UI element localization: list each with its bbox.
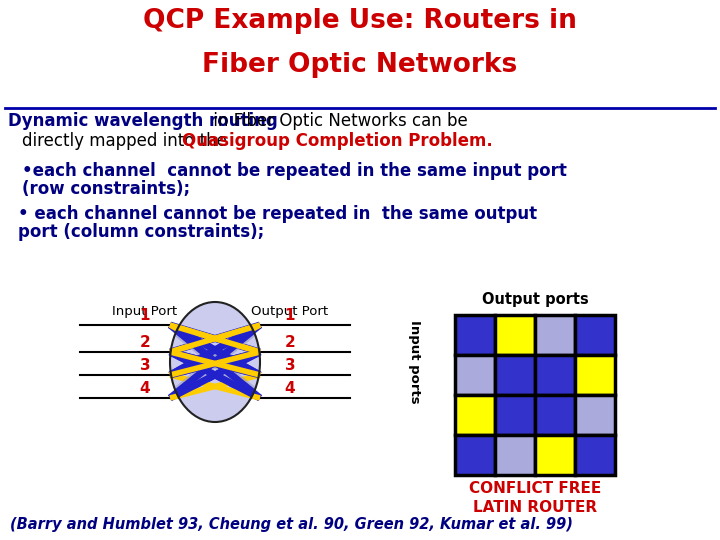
Text: (Barry and Humblet 93, Cheung et al. 90, Green 92, Kumar et al. 99): (Barry and Humblet 93, Cheung et al. 90,…	[10, 517, 573, 532]
Bar	[495, 355, 535, 395]
Bar	[535, 435, 575, 475]
Text: Fiber Optic Networks: Fiber Optic Networks	[202, 52, 518, 78]
Text: 2: 2	[140, 335, 150, 350]
Bar	[455, 355, 495, 395]
Bar	[455, 315, 495, 355]
Bar	[455, 395, 495, 435]
Bar	[495, 395, 535, 435]
Bar	[575, 355, 615, 395]
Bar	[495, 315, 535, 355]
Text: Input ports: Input ports	[408, 320, 421, 404]
Bar	[535, 355, 575, 395]
Text: •each channel  cannot be repeated in the same input port: •each channel cannot be repeated in the …	[22, 162, 567, 180]
Text: in Fiber Optic Networks can be: in Fiber Optic Networks can be	[208, 112, 468, 130]
Text: 1: 1	[284, 308, 295, 323]
Bar	[495, 435, 535, 475]
Text: Dynamic wavelength routing: Dynamic wavelength routing	[8, 112, 278, 130]
Bar	[455, 435, 495, 475]
Text: • each channel cannot be repeated in  the same output: • each channel cannot be repeated in the…	[18, 205, 537, 223]
Text: Output Port: Output Port	[251, 305, 328, 318]
Bar	[535, 395, 575, 435]
Text: directly mapped into the: directly mapped into the	[22, 132, 232, 150]
Bar	[575, 435, 615, 475]
Bar	[575, 395, 615, 435]
Text: Output ports: Output ports	[482, 292, 588, 307]
Text: Input Port: Input Port	[112, 305, 178, 318]
Text: 3: 3	[284, 358, 295, 373]
Text: 3: 3	[140, 358, 150, 373]
Text: CONFLICT FREE
LATIN ROUTER: CONFLICT FREE LATIN ROUTER	[469, 481, 601, 515]
Text: Quasigroup Completion Problem.: Quasigroup Completion Problem.	[182, 132, 492, 150]
Text: 4: 4	[284, 381, 295, 396]
Text: 1: 1	[140, 308, 150, 323]
Text: (row constraints);: (row constraints);	[22, 180, 190, 198]
Text: 4: 4	[140, 381, 150, 396]
Text: QCP Example Use: Routers in: QCP Example Use: Routers in	[143, 8, 577, 34]
Bar	[575, 315, 615, 355]
Text: 2: 2	[284, 335, 295, 350]
Bar	[535, 315, 575, 355]
Text: port (column constraints);: port (column constraints);	[18, 223, 264, 241]
Ellipse shape	[170, 302, 260, 422]
